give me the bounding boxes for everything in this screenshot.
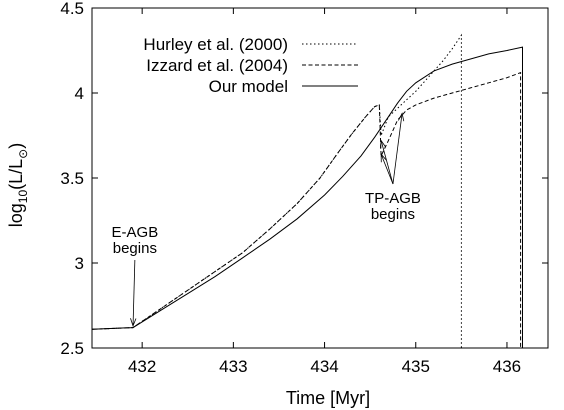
- annotation-arrowhead: [398, 112, 405, 122]
- annotation-arrowhead: [380, 139, 387, 149]
- series-lines: [91, 33, 523, 348]
- x-tick-label: 433: [219, 357, 247, 376]
- annotation-label: E-AGB: [112, 224, 159, 241]
- y-tick-label: 4: [75, 84, 84, 103]
- annotation-arrowhead: [380, 153, 387, 163]
- annotation-arrow: [132, 259, 136, 326]
- annotation-arrow: [392, 113, 403, 185]
- legend-label: Hurley et al. (2000): [143, 35, 288, 54]
- annotation-label: begins: [113, 240, 157, 257]
- annotation-arrow: [380, 154, 394, 185]
- y-axis-label: log10(L/L⊙): [6, 143, 30, 227]
- x-tick-label: 435: [402, 357, 430, 376]
- legend: Hurley et al. (2000) Izzard et al. (2004)…: [143, 35, 358, 96]
- annotation-arrowhead: [130, 318, 137, 328]
- x-axis-label: Time [Myr]: [286, 388, 370, 408]
- y-tick-label: 4.5: [60, 0, 84, 18]
- x-tick-label: 434: [310, 357, 338, 376]
- annotation-label: TP-AGB: [365, 190, 421, 207]
- legend-label: Our model: [209, 77, 288, 96]
- axis-ticks: 432 433 434 435 436 2.5 3 3.5 4 4.5: [60, 0, 548, 376]
- y-tick-label: 3.5: [60, 169, 84, 188]
- series-line-1: [91, 71, 522, 348]
- annotation-label: begins: [371, 206, 415, 223]
- legend-label: Izzard et al. (2004): [146, 56, 288, 75]
- annotation-arrow: [380, 140, 394, 185]
- x-tick-label: 436: [493, 357, 521, 376]
- series-line-2: [91, 46, 523, 348]
- y-tick-label: 3: [75, 254, 84, 273]
- y-tick-label: 2.5: [60, 339, 84, 358]
- x-tick-label: 432: [128, 357, 156, 376]
